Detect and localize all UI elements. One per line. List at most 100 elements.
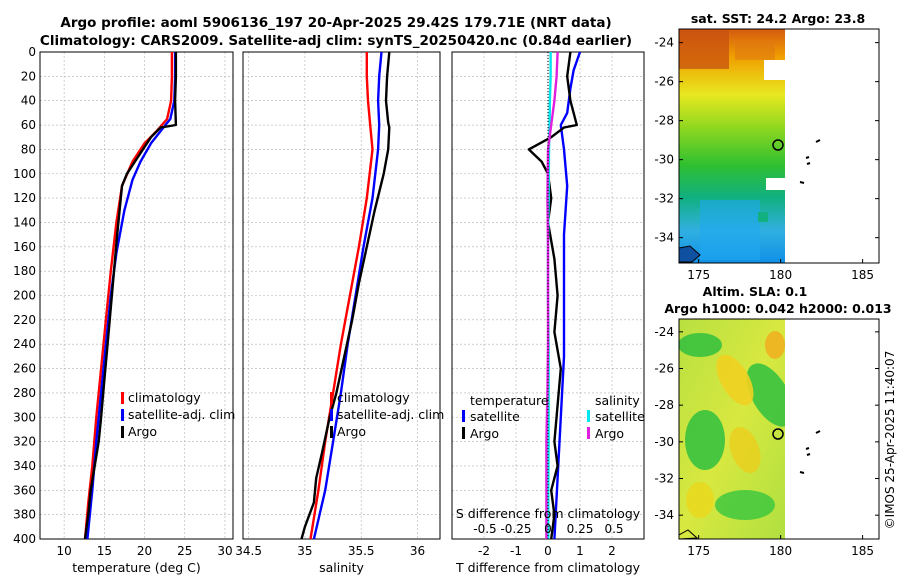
depth-tick-label: 140 [13,215,36,229]
map-x-tick-label: 180 [769,268,792,282]
series-line-temperature-satellite [553,51,582,540]
sla-low-3 [685,410,725,470]
legend-label: satellite [595,409,645,424]
map-y-tick-label: -26 [654,75,674,89]
x-tick-label: 35.5 [348,544,375,558]
sla-map: Altim. SLA: 0.1 Argo h1000: 0.042 h2000:… [654,284,891,558]
legend-label: Argo [128,424,157,439]
depth-tick-label: 80 [21,142,36,156]
map-y-tick-label: -30 [654,435,674,449]
sst-argo-marker [772,139,784,151]
imos-credit: ©IMOS 25-Apr-2025 11:40:07 [883,351,897,530]
panel-frame [39,51,234,540]
x-tick-label: 34.5 [235,544,262,558]
legend-swatch [587,410,590,422]
sst-map-title: sat. SST: 24.2 Argo: 23.8 [691,11,865,26]
map-x-tick-label: 175 [687,544,710,558]
sla-low-1 [679,333,722,357]
panel-frame [242,51,441,540]
x-tick-label: 2 [608,544,616,558]
map-x-tick-label: 175 [687,268,710,282]
map-x-tick-label: 185 [851,268,874,282]
sla-high-4 [686,482,714,518]
sst-warm-patch-2 [735,40,775,60]
depth-tick-label: 340 [13,459,36,473]
depth-tick-label: 220 [13,313,36,327]
depth-tick-label: 280 [13,386,36,400]
sst-patch-3 [758,212,768,222]
map-y-tick-label: -24 [654,36,674,50]
depth-tick-label: 0 [28,45,36,59]
x-tick-label: -2 [478,544,490,558]
depth-tick-label: 120 [13,191,36,205]
x2-axis-label: S difference from climatology [456,506,641,521]
sla-no-data [785,319,879,539]
x-tick-label: 36 [410,544,425,558]
depth-tick-label: 60 [21,118,36,132]
sla-map-title-2: Argo h1000: 0.042 h2000: 0.013 [664,301,891,316]
x2-tick-label: 0.5 [604,522,623,536]
legend-label: climatology [128,390,201,405]
series-line-satellite-adj-clim [312,51,383,540]
depth-tick-label: 200 [13,289,36,303]
sst-missing-1 [764,60,785,80]
map-y-tick-label: -32 [654,472,674,486]
series-line-satellite-adj-clim [86,52,177,540]
sla-high-3 [729,426,761,474]
sla-islands [799,430,821,474]
map-x-tick-label: 180 [769,544,792,558]
sst-coastline [679,245,701,263]
sst-map: sat. SST: 24.2 Argo: 23.8 175 180 185 -24 -2… [654,11,880,282]
map-y-tick-label: -28 [654,398,674,412]
sst-cool-patch [700,200,760,260]
legend-swatch [330,409,333,421]
depth-tick-label: 400 [13,532,36,546]
map-y-tick-label: -30 [654,153,674,167]
sla-low-4 [715,490,775,520]
legend-label: Argo [595,426,624,441]
map-y-tick-label: -34 [654,508,674,522]
series-line-argo [300,51,391,540]
sla-coastline [679,529,699,539]
depth-tick-label: 320 [13,435,36,449]
depth-tick-label: 180 [13,264,36,278]
map-y-tick-label: -32 [654,192,674,206]
title-line-2: Climatology: CARS2009. Satellite-adj cli… [40,33,632,49]
sla-map-ticks: 175 180 185 -24 -26 -28 -30 -32 -34 [654,325,879,558]
sla-map-title-1: Altim. SLA: 0.1 [703,284,808,299]
legend-swatch [121,392,124,404]
x2-tick-label: 0.25 [567,522,594,536]
x-tick-label: 10 [56,544,71,558]
sst-islands [799,139,821,184]
salinity-panel: 34.5 35 35.5 36 salinity climatology satellite… [235,51,444,575]
x-tick-label: 20 [137,544,152,558]
depth-tick-label: 260 [13,362,36,376]
map-x-tick-label: 185 [851,544,874,558]
legend-label: satellite-adj. clim [128,407,235,422]
x-tick-label: 35 [297,544,312,558]
x-tick-label: 25 [177,544,192,558]
sst-no-data [785,29,879,263]
sla-low-2 [746,363,794,427]
x-tick-label: 1 [576,544,584,558]
x2-tick-label: 0 [544,522,552,536]
legend-label: satellite-adj. clim [337,407,444,422]
depth-tick-label: 360 [13,483,36,497]
x2-tick-label: -0.25 [500,522,531,536]
temperature-panel: 10 15 20 25 30 temperature (deg C) climatology… [39,51,235,575]
map-y-tick-label: -26 [654,362,674,376]
depth-tick-label: 240 [13,337,36,351]
sst-map-ticks: 175 180 185 -24 -26 -28 -30 -32 -34 [654,36,879,282]
map-y-tick-label: -34 [654,231,674,245]
legend-swatch [462,427,465,439]
sst-warm-patch [679,29,729,69]
legend-title-salinity: salinity [595,393,640,408]
legend-title-temperature: temperature [470,393,549,408]
legend-swatch [330,426,333,438]
legend-swatch [587,427,590,439]
series-line-salinity-argo [545,51,559,539]
map-y-tick-label: -24 [654,325,674,339]
sst-missing-2 [766,178,785,190]
depth-tick-label: 380 [13,508,36,522]
